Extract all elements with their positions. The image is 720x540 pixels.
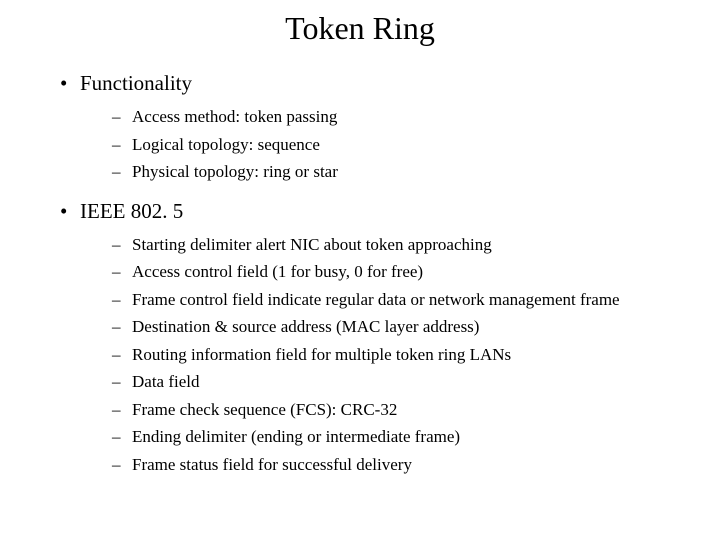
list-item: Access control field (1 for busy, 0 for … [80, 259, 690, 285]
bullet-list-level2: Starting delimiter alert NIC about token… [80, 232, 690, 478]
list-item: Frame check sequence (FCS): CRC-32 [80, 397, 690, 423]
section-heading: IEEE 802. 5 Starting delimiter alert NIC… [60, 199, 690, 478]
section-heading-text: IEEE 802. 5 [80, 199, 183, 223]
list-item: Physical topology: ring or star [80, 159, 690, 185]
list-item: Data field [80, 369, 690, 395]
section-heading: Functionality Access method: token passi… [60, 71, 690, 185]
list-item: Frame control field indicate regular dat… [80, 287, 690, 313]
bullet-list-level2: Access method: token passing Logical top… [80, 104, 690, 185]
list-item: Frame status field for successful delive… [80, 452, 690, 478]
list-item: Destination & source address (MAC layer … [80, 314, 690, 340]
list-item: Ending delimiter (ending or intermediate… [80, 424, 690, 450]
bullet-list-level1: Functionality Access method: token passi… [60, 71, 690, 477]
list-item: Starting delimiter alert NIC about token… [80, 232, 690, 258]
list-item: Routing information field for multiple t… [80, 342, 690, 368]
list-item: Logical topology: sequence [80, 132, 690, 158]
slide-title: Token Ring [0, 10, 720, 47]
slide-content: Functionality Access method: token passi… [0, 71, 720, 477]
section-heading-text: Functionality [80, 71, 192, 95]
list-item: Access method: token passing [80, 104, 690, 130]
